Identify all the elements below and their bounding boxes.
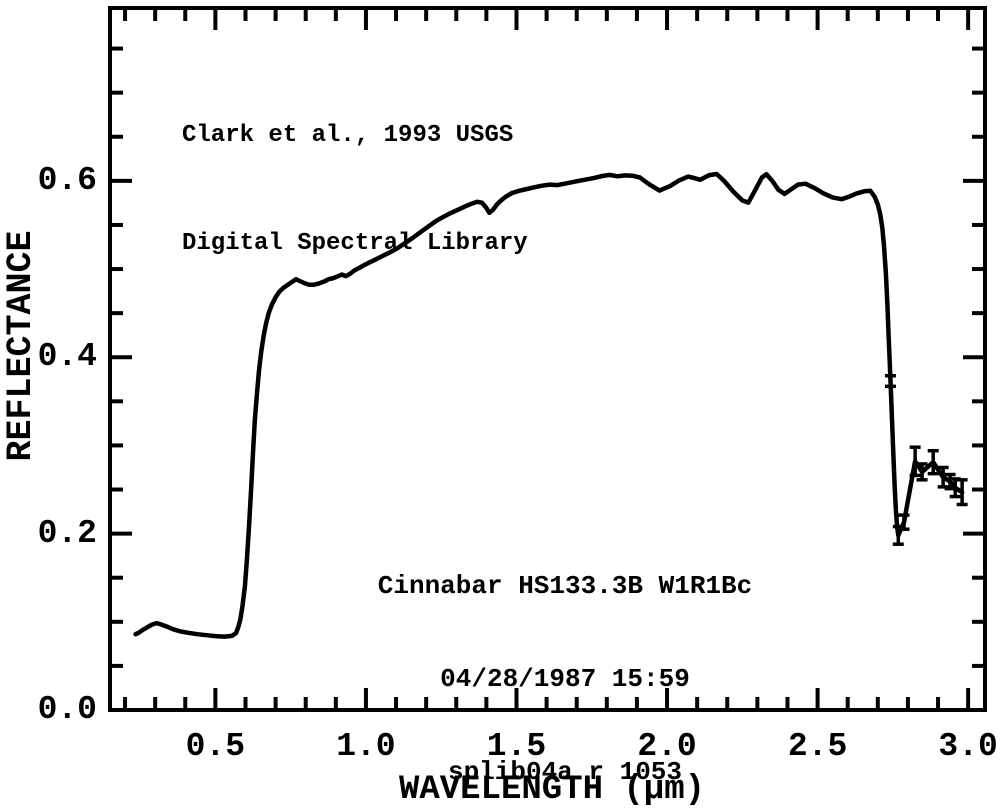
library-record-label: splib04a r 1053 xyxy=(447,757,683,787)
y-tick-label: 0.0 xyxy=(37,691,97,728)
spectrum-curve xyxy=(133,171,965,639)
citation-line-2: Digital Spectral Library xyxy=(182,230,528,257)
y-tick-label: 0.4 xyxy=(37,338,97,376)
x-tick-label: 2.5 xyxy=(787,728,848,765)
sample-name-label: Cinnabar HS133.3B W1R1Bc xyxy=(377,571,753,601)
measurement-datetime-label: 04/28/1987 15:59 xyxy=(440,664,690,694)
y-tick-label: 0.2 xyxy=(37,514,97,552)
source-citation-block: Clark et al., 1993 USGS Digital Spectral… xyxy=(182,46,528,334)
x-tick-label: 0.5 xyxy=(185,728,246,765)
x-tick-label: 2.0 xyxy=(637,728,697,765)
sample-annotation-block: Cinnabar HS133.3B W1R1Bc 04/28/1987 15:5… xyxy=(315,509,815,808)
x-tick-label: 3.0 xyxy=(938,728,998,765)
x-tick-label: 1.5 xyxy=(486,728,547,765)
y-tick-label: 0.6 xyxy=(37,161,97,199)
x-axis-title: WAVELENGTH (μm) xyxy=(398,771,706,808)
x-tick-label: 1.0 xyxy=(336,728,396,765)
plot-frame xyxy=(108,6,987,712)
citation-line-1: Clark et al., 1993 USGS xyxy=(182,122,514,149)
